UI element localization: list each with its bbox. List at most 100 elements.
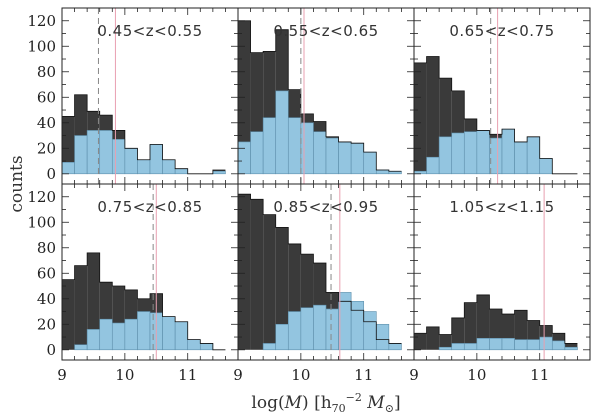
total-bar — [74, 265, 88, 350]
subset-bar — [338, 141, 352, 175]
subset-bar — [237, 141, 251, 175]
subset-bar — [514, 339, 528, 351]
subset-bar — [300, 122, 314, 175]
subset-bar — [174, 168, 189, 175]
subset-bar — [287, 117, 302, 175]
y-tick-label: 0 — [46, 341, 56, 359]
total-bar — [87, 252, 100, 350]
subset-bar — [313, 304, 327, 351]
subset-bar — [137, 311, 151, 351]
y-tick-label: 100 — [27, 37, 56, 55]
subset-bar — [212, 170, 226, 175]
y-tick-label: 20 — [37, 315, 56, 333]
subset-bar — [476, 130, 490, 175]
subset-bar — [489, 338, 503, 351]
total-bar — [62, 279, 75, 350]
subset-bar — [262, 343, 277, 351]
subset-bar — [187, 339, 201, 351]
y-tick-label: 40 — [37, 290, 56, 308]
x-tick-label: 11 — [530, 366, 549, 384]
x-tick-label: 9 — [233, 366, 243, 384]
panel-1: 0 20 40 60 80 100 120 0.45<z<0.55 — [27, 7, 239, 185]
panel-label: 0.85<z<0.95 — [273, 198, 378, 216]
subset-bar — [74, 344, 88, 351]
total-bar — [564, 343, 578, 350]
x-tick-label: 9 — [57, 366, 67, 384]
panel-label: 1.05<z<1.15 — [449, 198, 554, 216]
y-tick-label: 120 — [27, 12, 56, 30]
subset-bar — [99, 130, 113, 175]
total-bar — [426, 56, 440, 174]
total-outline — [413, 294, 578, 350]
y-tick-label: 80 — [37, 63, 56, 81]
y-tick-label: 0 — [46, 165, 56, 183]
subset-bar — [350, 301, 365, 351]
subset-bar — [526, 339, 541, 351]
subset-bar — [426, 156, 440, 175]
y-tick-label: 40 — [37, 114, 56, 132]
y-tick-label: 60 — [37, 88, 56, 106]
subset-bar — [489, 137, 503, 175]
subset-bar — [350, 142, 365, 175]
subset-bar — [149, 144, 163, 175]
total-bar — [275, 227, 289, 350]
panel-label: 0.65<z<0.75 — [449, 22, 554, 40]
x-axis-title: log(M) [h70−2 M⊙] — [251, 391, 400, 415]
subset-bar — [526, 136, 541, 175]
x-tick-label: 9 — [409, 366, 419, 384]
total-bar — [426, 326, 440, 350]
subset-bar — [375, 169, 390, 175]
subset-bar — [463, 343, 478, 351]
x-tick-label: 11 — [354, 366, 373, 384]
subset-bar — [325, 137, 339, 175]
subset-bar — [250, 131, 264, 175]
panel-label: 0.55<z<0.65 — [273, 22, 378, 40]
subset-bar — [539, 158, 553, 175]
subset-bar — [162, 159, 176, 175]
panel-5: 9 10 11 0.85<z<0.95 — [233, 183, 415, 384]
subset-bar — [363, 151, 377, 175]
x-tick-label: 10 — [291, 366, 310, 384]
subset-bar — [463, 131, 478, 175]
subset-bar — [137, 159, 151, 175]
total-bar — [238, 194, 251, 350]
total-outline — [237, 193, 402, 350]
total-outline — [61, 94, 226, 175]
subset-bar — [86, 329, 101, 351]
subset-bar — [375, 323, 390, 351]
y-tick-label: 80 — [37, 239, 56, 257]
subset-bar — [388, 343, 402, 351]
x-tick-label: 11 — [178, 366, 197, 384]
subset-bar — [262, 117, 277, 175]
total-bar — [263, 214, 276, 350]
panel-4: 0 20 40 60 80 100 120 9 10 11 0.75<z<0.85 — [27, 183, 239, 384]
total-outline — [61, 252, 226, 351]
subset-bar — [111, 322, 126, 351]
panel-3: 0.65<z<0.75 — [413, 7, 591, 185]
subset-bar — [99, 318, 113, 351]
subset-bar — [124, 147, 138, 175]
subset-bar — [74, 135, 88, 175]
total-bar — [439, 334, 452, 350]
total-outline — [237, 20, 402, 174]
panel-6: 9 10 11 1.05<z<1.15 — [409, 183, 591, 384]
subset-bar — [313, 131, 327, 175]
subset-bar — [501, 128, 515, 175]
subset-bar — [162, 316, 176, 351]
subset-bar — [275, 90, 289, 175]
subset-bar — [551, 340, 566, 351]
subset-bar — [287, 311, 302, 351]
subset-bar — [111, 139, 126, 175]
y-tick-label: 20 — [37, 139, 56, 157]
total-outline — [413, 56, 578, 175]
total-bar — [414, 333, 427, 350]
total-bar — [464, 302, 477, 350]
subset-bar — [438, 346, 453, 351]
y-axis-title: counts — [7, 155, 27, 212]
subset-bar — [514, 141, 528, 175]
subset-bar — [124, 318, 138, 351]
y-tick-label: 100 — [27, 213, 56, 231]
x-tick-label: 10 — [467, 366, 486, 384]
